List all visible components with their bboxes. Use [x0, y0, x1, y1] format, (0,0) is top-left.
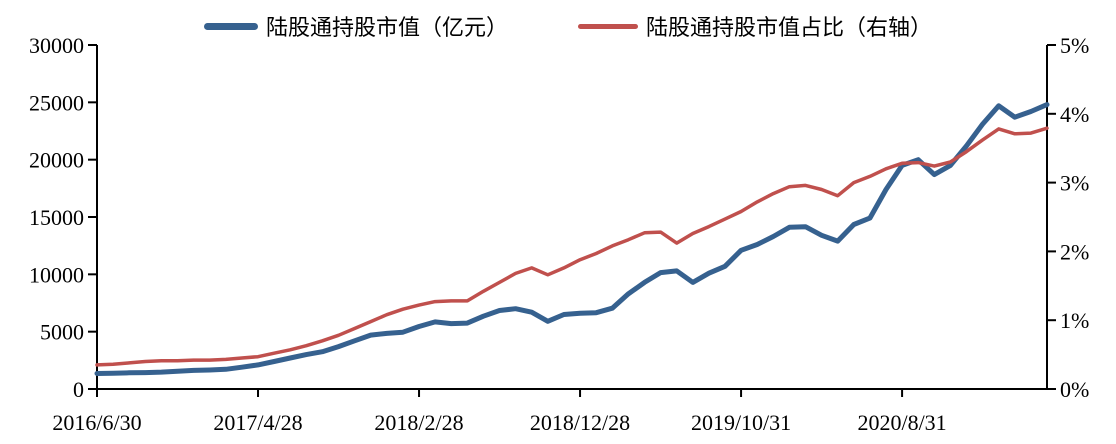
legend-line-swatch	[204, 22, 258, 30]
right-axis-tick-label: 0%	[1060, 377, 1089, 402]
legend-item-1: 陆股通持股市值占比（右轴）	[578, 10, 932, 42]
legend-line-swatch	[578, 23, 639, 29]
x-axis-tick-label: 2018/12/28	[530, 410, 630, 435]
x-axis-tick-label: 2016/6/30	[52, 410, 141, 435]
x-axis-tick-label: 2018/2/28	[374, 410, 463, 435]
right-axis-tick-label: 2%	[1060, 239, 1089, 264]
right-axis-tick-label: 5%	[1060, 33, 1089, 58]
chart-legend: 陆股通持股市值（亿元） 陆股通持股市值占比（右轴）	[204, 10, 932, 42]
right-axis-tick-label: 4%	[1060, 102, 1089, 127]
left-axis-tick-label: 20000	[29, 148, 84, 173]
x-axis-tick-label: 2019/10/31	[691, 410, 791, 435]
left-axis-tick-label: 0	[73, 377, 84, 402]
left-axis-tick-label: 15000	[29, 205, 84, 230]
left-axis-tick-label: 25000	[29, 90, 84, 115]
right-axis-tick-label: 1%	[1060, 308, 1089, 333]
x-axis-tick-label: 2017/4/28	[213, 410, 302, 435]
left-axis-tick-label: 10000	[29, 262, 84, 287]
series-line-1	[95, 126, 1049, 367]
series-line-0	[94, 102, 1050, 376]
legend-label: 陆股通持股市值占比（右轴）	[646, 15, 933, 40]
left-axis-tick-label: 30000	[29, 33, 84, 58]
left-axis-tick-label: 5000	[40, 320, 84, 345]
x-axis-tick-label: 2020/8/31	[857, 410, 946, 435]
axes	[88, 44, 1056, 397]
right-axis-tick-label: 3%	[1060, 171, 1089, 196]
legend-item-0: 陆股通持股市值（亿元）	[204, 10, 508, 42]
legend-label: 陆股通持股市值（亿元）	[266, 15, 509, 40]
